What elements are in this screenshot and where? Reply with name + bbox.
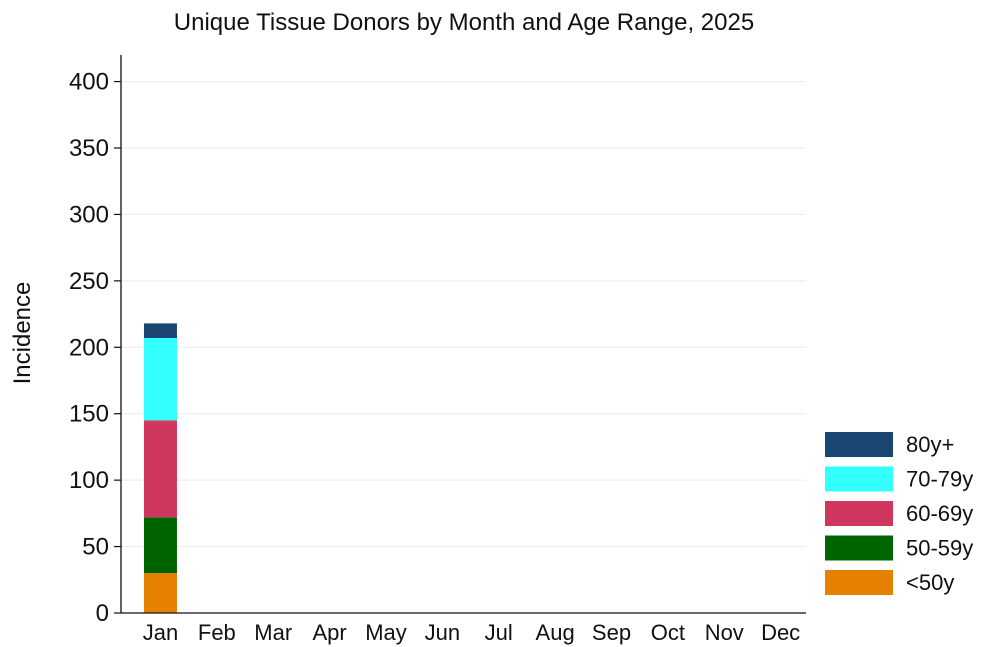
bars [143, 323, 177, 613]
legend-label: 50-59y [906, 536, 973, 561]
y-tick-label: 300 [69, 201, 109, 228]
gridlines [121, 81, 806, 548]
y-tick-label: 50 [82, 534, 109, 561]
bar-segment-jan [143, 337, 177, 421]
legend-swatch [825, 432, 893, 457]
x-tick-label: Feb [198, 620, 236, 645]
y-tick-label: 150 [69, 401, 109, 428]
legend-swatch [825, 501, 893, 526]
y-tick-label: 350 [69, 135, 109, 162]
x-tick-label: Mar [254, 620, 292, 645]
bar-segment-jan [143, 420, 177, 518]
y-axis-label: Incidence [9, 282, 36, 385]
y-axis-ticks: 0 50 100 150 200 250 300 350 400 [69, 69, 121, 627]
bar-segment-jan [143, 323, 177, 338]
y-tick-label: 250 [69, 268, 109, 295]
legend: 80y+ 70-79y 60-69y 50-59y <50y [825, 432, 973, 595]
axes [120, 55, 806, 614]
x-tick-label: Aug [536, 620, 575, 645]
x-tick-label: Oct [651, 620, 685, 645]
legend-label: 70-79y [906, 467, 973, 492]
x-tick-label: Jun [425, 620, 460, 645]
x-tick-label: Apr [312, 620, 346, 645]
legend-swatch [825, 570, 893, 595]
x-tick-label: Sep [592, 620, 631, 645]
x-axis-ticks: Jan Feb Mar Apr May Jun Jul Aug Sep Oct Nov Dec [143, 620, 800, 645]
y-tick-label: 200 [69, 334, 109, 361]
bar-segment-jan [143, 573, 177, 613]
y-tick-label: 100 [69, 467, 109, 494]
chart-title: Unique Tissue Donors by Month and Age Ra… [174, 9, 754, 36]
x-tick-label: Nov [705, 620, 744, 645]
y-tick-label: 0 [96, 600, 109, 627]
legend-label: 60-69y [906, 501, 973, 526]
bar-segment-jan [143, 517, 177, 574]
legend-swatch [825, 466, 893, 492]
legend-label: 80y+ [906, 432, 954, 457]
y-tick-label: 400 [69, 69, 109, 96]
x-tick-label: Dec [761, 620, 800, 645]
x-tick-label: Jan [143, 620, 178, 645]
legend-label: <50y [906, 570, 954, 595]
legend-swatch [825, 535, 893, 561]
x-tick-label: Jul [485, 620, 513, 645]
x-tick-label: May [365, 620, 407, 645]
